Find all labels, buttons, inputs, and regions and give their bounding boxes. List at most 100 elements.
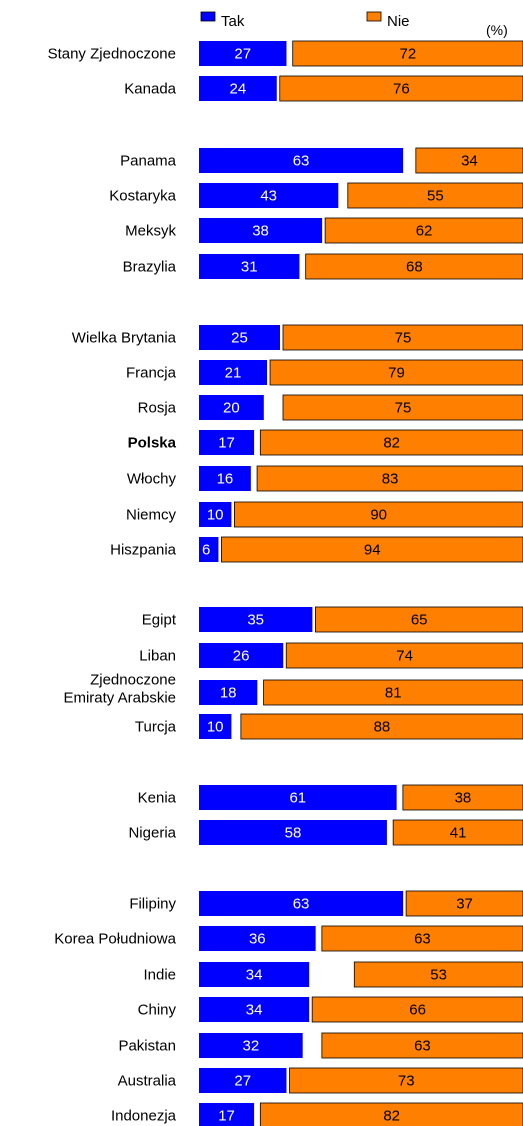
value-label-nie: 68 [406, 259, 423, 276]
row-brazylia: Brazylia 31 68 [123, 253, 523, 280]
category-label: Meksyk [125, 223, 176, 240]
category-label: Hiszpania [110, 542, 177, 559]
bar-nie [233, 501, 523, 528]
category-label: Niemcy [126, 507, 177, 524]
bar-nie [269, 359, 523, 386]
value-label-tak: 20 [223, 400, 240, 417]
bar-tak [199, 1033, 303, 1058]
bar-tak [199, 218, 323, 243]
category-label: Francja [126, 365, 177, 382]
category-label: Panama [120, 153, 177, 170]
row-korea-południowa: Korea Południowa 36 63 [54, 925, 523, 952]
bar-nie [221, 536, 523, 563]
bar-nie [289, 1067, 523, 1094]
bar-tak [199, 325, 280, 350]
category-label: Włochy [127, 471, 177, 488]
category-label: Kanada [124, 81, 176, 98]
bar-nie [347, 182, 523, 209]
bar-tak [199, 430, 255, 455]
row-panama: Panama 63 34 [120, 147, 523, 174]
category-label: Chiny [138, 1002, 177, 1019]
bar-nie [240, 713, 523, 740]
category-label: Emiraty Arabskie [63, 690, 176, 707]
value-label-nie: 83 [382, 471, 399, 488]
row-liban: Liban 26 74 [139, 642, 523, 669]
row-kostaryka: Kostaryka 43 55 [109, 182, 523, 209]
category-label: Wielka Brytania [72, 330, 177, 347]
value-label-nie: 90 [370, 507, 387, 524]
category-label: Indonezja [111, 1108, 177, 1125]
category-label: Turcja [135, 719, 177, 736]
legend: Tak Nie (%) [200, 11, 508, 38]
category-label: Filipiny [129, 896, 176, 913]
bar-tak [199, 360, 268, 385]
row-włochy: Włochy 16 83 [127, 465, 523, 492]
bar-tak [199, 183, 339, 208]
bar-nie [282, 394, 523, 421]
value-label-nie: 79 [388, 365, 405, 382]
bar-nie [392, 819, 523, 846]
category-label: Kenia [138, 790, 177, 807]
value-label-nie: 38 [455, 790, 472, 807]
value-label-tak: 18 [220, 685, 237, 702]
value-label-tak: 26 [233, 648, 250, 665]
row-turcja: Turcja 10 88 [135, 713, 523, 740]
bar-nie [353, 961, 523, 988]
bar-tak [199, 997, 310, 1022]
bar-nie [292, 40, 523, 67]
value-label-tak: 21 [225, 365, 242, 382]
row-egipt: Egipt 35 65 [142, 606, 523, 633]
value-label-nie: 63 [414, 931, 431, 948]
bar-tak [199, 254, 300, 279]
bar-nie [324, 217, 523, 244]
bar-nie [314, 606, 523, 633]
row-polska: Polska 17 82 [128, 429, 523, 456]
row-nigeria: Nigeria 58 41 [128, 819, 523, 846]
bar-tak [199, 607, 313, 632]
value-label-nie: 41 [450, 825, 467, 842]
bar-nie [402, 784, 523, 811]
value-label-tak: 16 [217, 471, 234, 488]
row-indonezja: Indonezja 17 82 [111, 1102, 523, 1126]
value-label-tak: 17 [218, 435, 235, 452]
bar-nie [279, 75, 523, 102]
legend-label-tak: Tak [221, 13, 245, 30]
legend-label-nie: Nie [387, 13, 410, 30]
bar-nie [321, 925, 523, 952]
row-niemcy: Niemcy 10 90 [126, 501, 523, 528]
bar-tak [199, 891, 404, 916]
bar-tak [199, 76, 277, 101]
row-rosja: Rosja 20 75 [138, 394, 523, 421]
bar-nie [282, 324, 523, 351]
value-label-tak: 17 [218, 1108, 235, 1125]
row-kanada: Kanada 24 76 [124, 75, 523, 102]
value-label-nie: 75 [395, 330, 412, 347]
bar-nie [305, 253, 523, 280]
legend-swatch-tak [200, 11, 216, 22]
category-label: Zjednoczone [90, 672, 176, 689]
value-label-tak: 35 [247, 612, 264, 629]
value-label-nie: 88 [374, 719, 391, 736]
bar-tak [199, 1103, 255, 1126]
chart-rows: Stany Zjednoczone 27 72 Kanada 24 76 Panama 63 3… [48, 40, 523, 1126]
bar-nie [259, 429, 523, 456]
bar-tak [199, 395, 264, 420]
value-label-tak: 32 [242, 1038, 259, 1055]
value-label-nie: 72 [400, 46, 417, 63]
value-label-tak: 58 [285, 825, 302, 842]
bar-tak [199, 1068, 287, 1093]
category-label: Stany Zjednoczone [48, 46, 176, 63]
value-label-nie: 63 [414, 1038, 431, 1055]
bar-tak [199, 820, 387, 845]
bar-tak [199, 962, 310, 987]
value-label-tak: 36 [249, 931, 266, 948]
row-chiny: Chiny 34 66 [138, 996, 523, 1023]
row-kenia: Kenia 61 38 [138, 784, 523, 811]
value-label-tak: 10 [207, 719, 224, 736]
bar-tak [199, 466, 251, 491]
row-hiszpania: Hiszpania 6 94 [110, 536, 523, 563]
value-label-nie: 74 [396, 648, 413, 665]
category-label: Indie [143, 967, 176, 984]
value-label-nie: 76 [393, 81, 410, 98]
